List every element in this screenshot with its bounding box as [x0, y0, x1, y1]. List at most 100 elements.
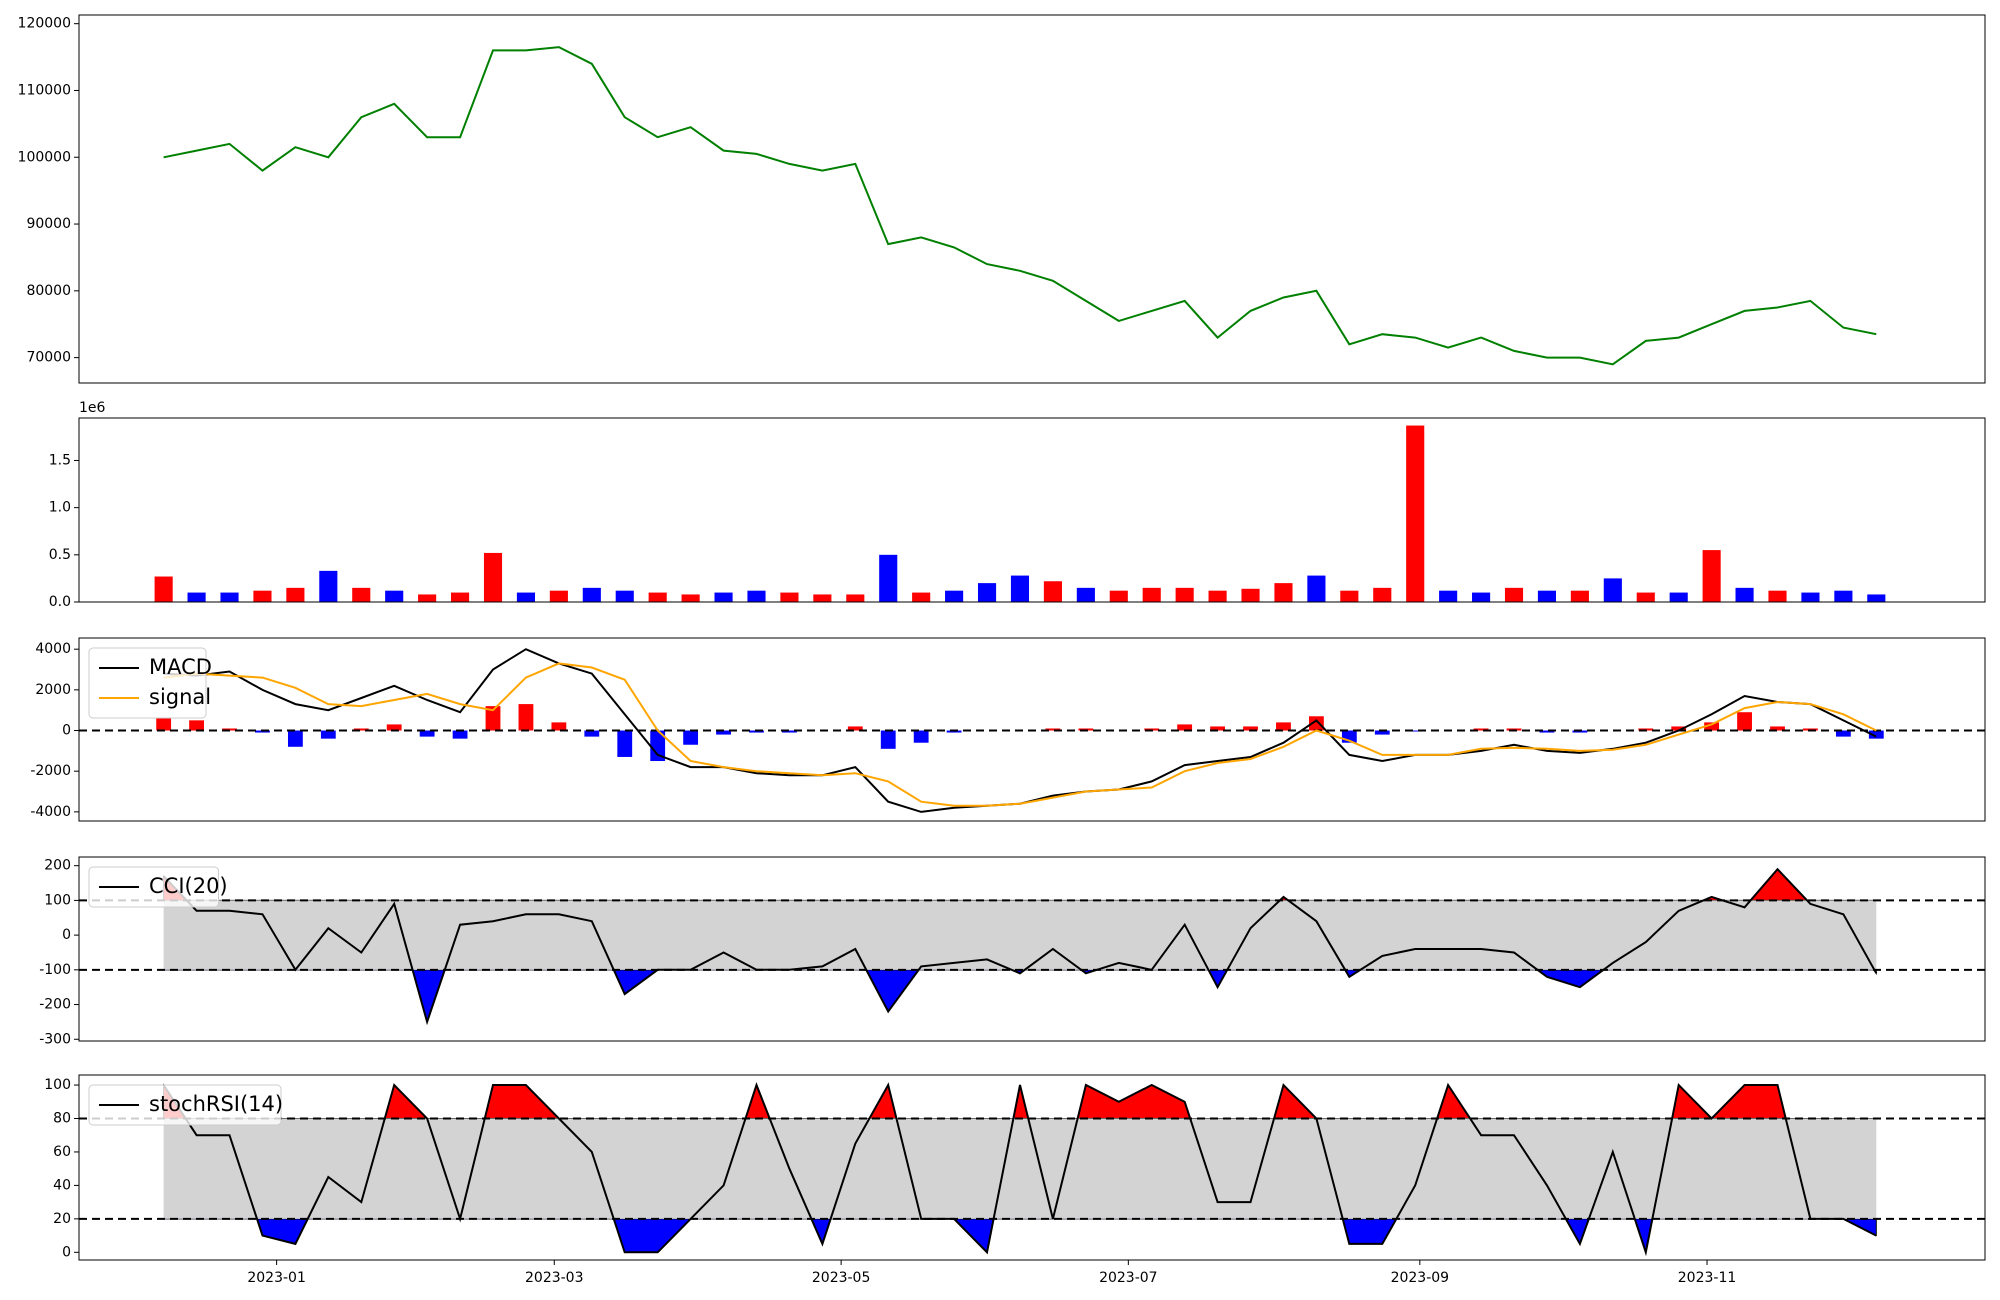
histogram-bar	[353, 728, 369, 731]
y-tick-label: 1.5	[49, 452, 71, 468]
histogram-bar	[1210, 726, 1226, 731]
bar	[1834, 590, 1853, 602]
histogram-bar	[650, 730, 666, 762]
line	[163, 46, 1877, 366]
histogram-bar	[913, 730, 929, 743]
x-tick-label: 2023-11	[1678, 1270, 1737, 1286]
y-tick-label: 60	[53, 1144, 71, 1160]
bar	[1636, 592, 1655, 602]
histogram-bar	[716, 730, 731, 735]
neutral-band	[163, 1118, 1877, 1219]
x-tick-label: 2023-01	[247, 1270, 306, 1286]
bar	[648, 592, 667, 602]
bar	[1570, 590, 1589, 602]
histogram-bar	[1868, 730, 1884, 739]
y-tick-label: 80000	[26, 283, 71, 299]
bar	[1340, 590, 1359, 602]
bar	[451, 592, 470, 602]
histogram-bar	[1407, 730, 1423, 732]
bar	[352, 587, 371, 602]
histogram-bar	[1374, 730, 1390, 735]
bar	[945, 590, 964, 602]
bar	[780, 592, 799, 602]
y-tick-label: 70000	[26, 350, 71, 366]
bar	[681, 594, 700, 602]
bar	[286, 587, 305, 602]
histogram-bar	[419, 730, 435, 737]
y-tick-label: 0	[62, 723, 71, 739]
bar	[1801, 592, 1820, 602]
bar	[1076, 587, 1095, 602]
y-tick-label: 0	[62, 927, 71, 943]
histogram-bar	[617, 730, 633, 757]
histogram-bar	[1308, 716, 1324, 731]
legend-label: MACD	[149, 655, 212, 679]
bar	[1241, 588, 1260, 602]
bar	[747, 590, 766, 602]
y-tick-label: 100000	[18, 149, 71, 165]
legend-label: CCI(20)	[149, 874, 228, 898]
y-tick-label: -4000	[30, 804, 71, 820]
y-tick-label: -100	[39, 962, 71, 978]
y-tick-label: 80	[53, 1110, 71, 1126]
bar	[483, 552, 503, 602]
bar	[154, 576, 173, 602]
histogram-bar	[551, 722, 567, 731]
bar	[1867, 594, 1886, 602]
offset-label: 1e6	[79, 400, 106, 416]
line	[162, 1082, 1877, 1257]
bar	[319, 570, 338, 602]
axes-frame	[78, 856, 1986, 1042]
bar	[615, 590, 634, 602]
bar	[549, 590, 568, 602]
line	[163, 662, 1877, 807]
bar	[714, 592, 733, 602]
histogram-bar	[1539, 730, 1555, 733]
plot-area	[163, 46, 1877, 366]
histogram-bar	[1276, 722, 1291, 731]
histogram-bar	[1078, 728, 1094, 731]
y-tick-label: 1.0	[49, 500, 71, 516]
bar	[1504, 587, 1524, 602]
plot-area	[79, 867, 1985, 1026]
histogram-bar	[1572, 730, 1588, 733]
histogram-bar	[386, 724, 402, 731]
legend-label: stochRSI(14)	[149, 1092, 283, 1116]
bar	[253, 590, 272, 602]
histogram-bar	[1803, 728, 1818, 731]
bar	[977, 583, 997, 602]
histogram-bar	[1737, 712, 1752, 731]
histogram-bar	[683, 730, 699, 745]
bar	[1010, 575, 1030, 602]
plot-area	[79, 1082, 1985, 1257]
histogram-bar	[1243, 726, 1258, 731]
histogram-bar	[1704, 722, 1720, 731]
y-tick-label: 0.5	[49, 547, 71, 563]
y-tick-label: -300	[39, 1031, 71, 1047]
legend-label: signal	[149, 685, 211, 709]
histogram-bar	[485, 706, 501, 731]
bar	[187, 592, 206, 602]
y-tick-label: 40	[53, 1177, 71, 1193]
y-tick-label: 2000	[35, 682, 71, 698]
x-tick-label: 2023-05	[812, 1270, 871, 1286]
histogram-bar	[1770, 726, 1785, 731]
histogram-bar	[1045, 728, 1061, 731]
histogram-bar	[946, 730, 962, 733]
histogram-bar	[1177, 724, 1193, 731]
x-tick-label: 2023-03	[525, 1270, 584, 1286]
bar	[813, 594, 832, 602]
bar	[1307, 575, 1326, 602]
bar	[1175, 587, 1194, 602]
histogram-bar	[584, 730, 600, 737]
legend-box	[88, 647, 207, 719]
bar	[1702, 550, 1721, 602]
axes-frame	[78, 14, 1986, 384]
bar	[1537, 590, 1557, 602]
y-tick-label: 20	[53, 1211, 71, 1227]
bar	[912, 592, 931, 602]
y-tick-label: 100	[44, 892, 71, 908]
y-tick-label: 90000	[26, 216, 71, 232]
